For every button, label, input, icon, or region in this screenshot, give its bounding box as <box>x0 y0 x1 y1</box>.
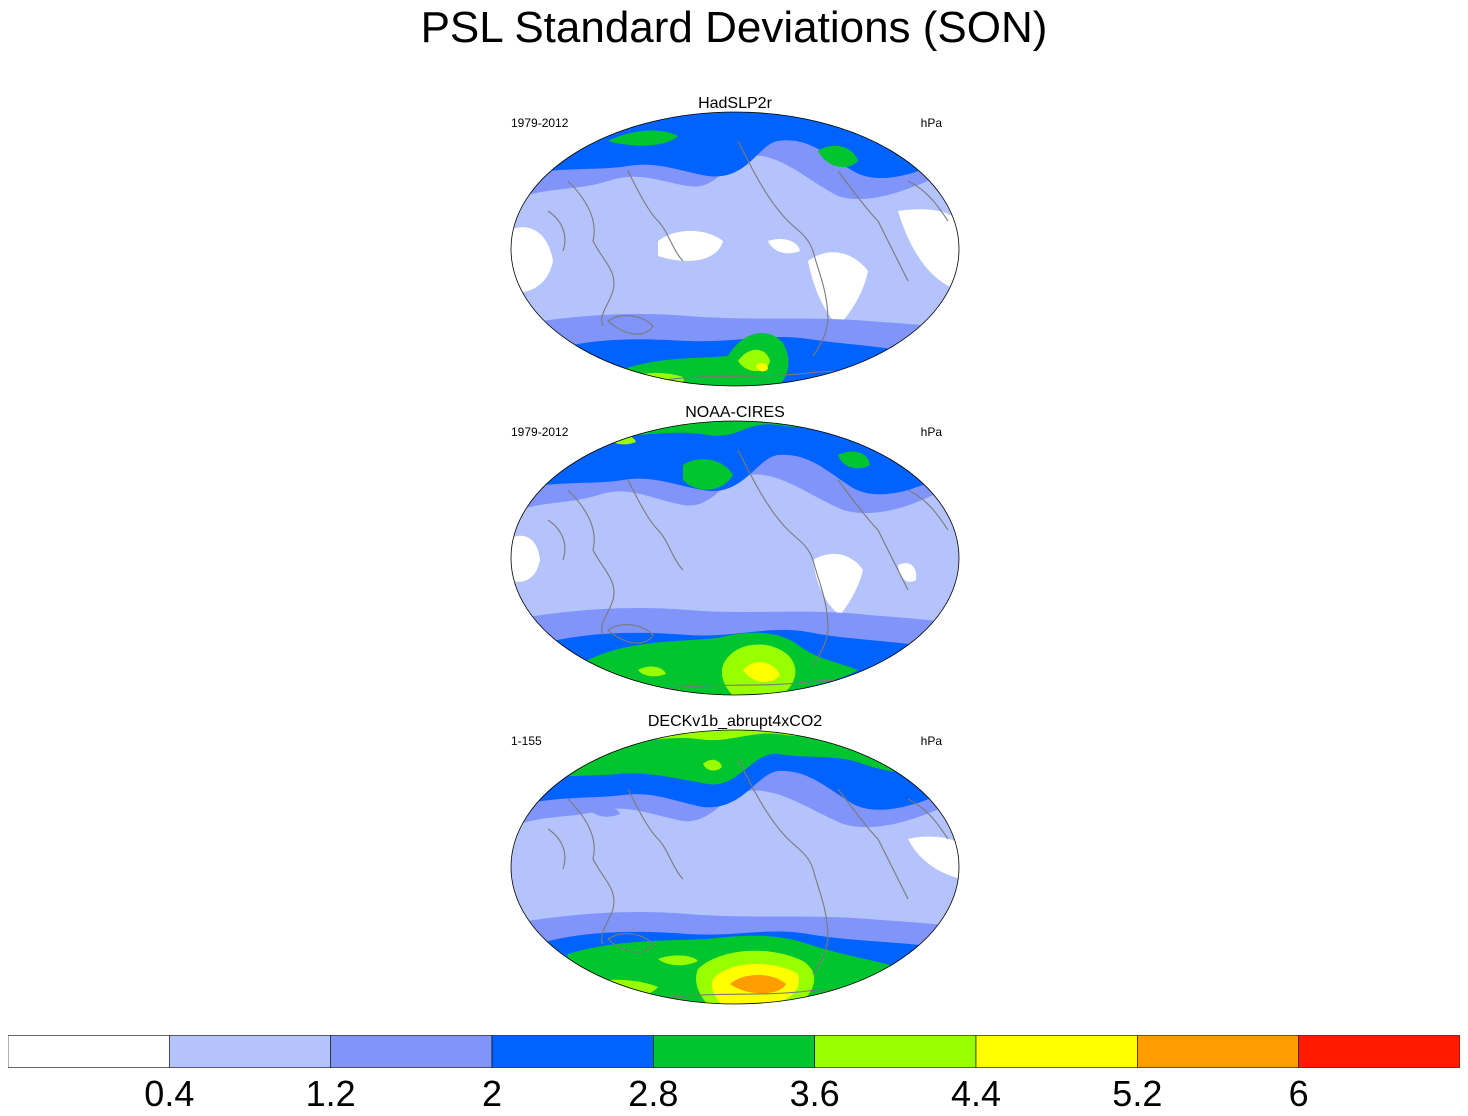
panel-units: hPa <box>920 734 942 748</box>
world-map <box>510 111 960 387</box>
colorbar-box <box>8 1035 170 1068</box>
colorbar-box <box>1298 1035 1460 1068</box>
panel-units: hPa <box>920 116 942 130</box>
colorbar-label: 3.6 <box>789 1073 840 1114</box>
colorbar <box>8 1035 1460 1068</box>
colorbar-box <box>814 1035 977 1068</box>
panel-title: NOAA-CIRES <box>685 404 785 421</box>
colorbar-label: 1.2 <box>305 1073 356 1114</box>
panel-units: hPa <box>920 425 942 439</box>
panel-period: 1979-2012 <box>511 425 569 439</box>
colorbar-label: 6 <box>1288 1073 1309 1114</box>
colorbar-label: 2.8 <box>628 1073 679 1114</box>
map-panel-hadslp2r: HadSLP2r 1979-2012 hPa <box>508 94 962 394</box>
colorbar-box <box>1137 1035 1299 1068</box>
panel-title: DECKv1b_abrupt4xCO2 <box>647 713 823 730</box>
world-map <box>510 729 960 1005</box>
colorbar-box <box>330 1035 493 1068</box>
colorbar-label: 2 <box>481 1073 503 1114</box>
map-panel-deckv1b-abrupt4xco2: DECKv1b_abrupt4xCO2 1-155 hPa <box>508 712 962 1012</box>
colorbar-box <box>653 1035 815 1068</box>
panel-period: 1979-2012 <box>511 116 569 130</box>
panel-period: 1-155 <box>511 734 542 748</box>
colorbar-box <box>975 1035 1138 1068</box>
panel-title: HadSLP2r <box>698 95 772 112</box>
colorbar-label: 5.2 <box>1112 1073 1163 1114</box>
world-map <box>510 420 960 696</box>
colorbar-label: 0.4 <box>144 1073 195 1114</box>
colorbar-box <box>169 1035 331 1068</box>
colorbar-label: 4.4 <box>950 1073 1002 1114</box>
figure-title: PSL Standard Deviations (SON) <box>420 3 1048 52</box>
map-panel-noaa-cires: NOAA-CIRES 1979-2012 hPa <box>508 403 962 703</box>
colorbar-box <box>491 1035 654 1068</box>
